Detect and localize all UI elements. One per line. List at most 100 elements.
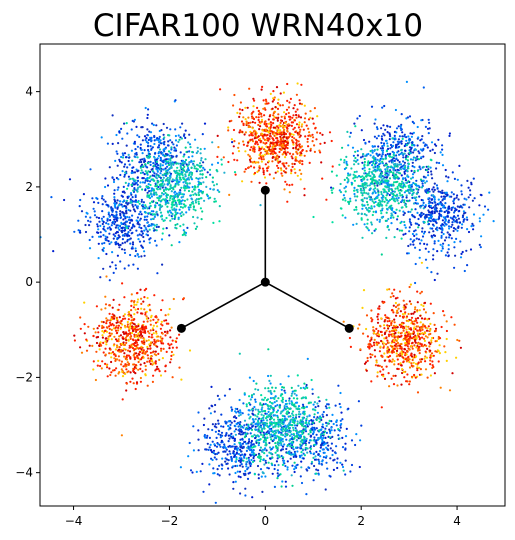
scatter-point	[113, 218, 116, 221]
scatter-point	[432, 230, 435, 233]
scatter-point	[123, 229, 126, 232]
scatter-point	[409, 158, 413, 161]
scatter-point	[388, 184, 391, 187]
scatter-point	[360, 129, 363, 132]
scatter-point	[312, 403, 315, 406]
scatter-point	[232, 145, 235, 148]
scatter-point	[388, 155, 392, 158]
scatter-point	[251, 121, 254, 124]
scatter-point	[308, 441, 311, 444]
scatter-point	[218, 430, 221, 433]
scatter-point	[255, 441, 258, 444]
scatter-point	[146, 215, 149, 218]
scatter-point	[382, 124, 385, 127]
scatter-point	[379, 147, 382, 150]
scatter-point	[170, 206, 173, 209]
scatter-point	[234, 460, 238, 463]
scatter-point	[284, 464, 287, 468]
scatter-point	[402, 233, 405, 236]
scatter-point	[380, 203, 383, 206]
scatter-point	[298, 121, 301, 124]
scatter-point	[447, 205, 451, 208]
scatter-point	[427, 202, 430, 205]
scatter-point	[292, 397, 295, 400]
scatter-point	[281, 463, 284, 466]
scatter-point	[339, 406, 342, 409]
scatter-point	[212, 188, 215, 191]
scatter-point	[391, 166, 394, 169]
scatter-point	[307, 433, 310, 436]
scatter-point	[175, 169, 178, 172]
scatter-point	[325, 398, 328, 401]
scatter-point	[306, 423, 309, 426]
scatter-point	[101, 242, 104, 245]
scatter-point	[426, 189, 429, 192]
scatter-point	[418, 195, 421, 198]
scatter-point	[263, 114, 266, 117]
scatter-point	[130, 149, 133, 152]
scatter-point	[142, 201, 145, 204]
scatter-point	[189, 194, 192, 197]
scatter-point	[345, 427, 348, 430]
scatter-point	[314, 455, 317, 458]
scatter-point	[214, 453, 217, 456]
scatter-point	[349, 173, 352, 176]
scatter-point	[99, 224, 102, 227]
scatter-point	[250, 439, 253, 443]
scatter-point	[249, 125, 252, 128]
scatter-point	[131, 159, 134, 162]
scatter-point	[221, 464, 224, 467]
scatter-point	[214, 501, 217, 504]
scatter-point	[290, 451, 293, 454]
scatter-point	[304, 396, 307, 399]
scatter-point	[91, 197, 94, 200]
scatter-point	[248, 462, 251, 465]
scatter-point	[220, 431, 224, 434]
scatter-point	[454, 216, 457, 219]
scatter-point	[287, 430, 290, 433]
scatter-point	[197, 411, 200, 414]
scatter-point	[160, 158, 163, 161]
scatter-point	[171, 217, 174, 220]
scatter-point	[316, 411, 319, 414]
scatter-point	[136, 179, 140, 182]
scatter-point	[420, 186, 424, 189]
scatter-point	[145, 137, 148, 140]
scatter-point	[117, 326, 120, 329]
scatter-point	[287, 427, 290, 430]
scatter-point	[187, 206, 190, 209]
scatter-point	[152, 189, 156, 192]
scatter-point	[432, 234, 435, 237]
scatter-point	[257, 408, 260, 411]
scatter-point	[347, 172, 350, 175]
scatter-point	[179, 212, 182, 215]
scatter-point	[285, 144, 288, 147]
scatter-point	[276, 409, 280, 412]
scatter-point	[367, 229, 370, 232]
scatter-point	[112, 237, 115, 240]
scatter-point	[125, 234, 129, 237]
scatter-point	[189, 203, 192, 206]
scatter-point	[447, 211, 450, 214]
scatter-point	[259, 402, 262, 405]
scatter-point	[148, 241, 151, 244]
scatter-point	[149, 170, 152, 173]
scatter-point	[250, 180, 253, 183]
scatter-point	[396, 140, 399, 143]
scatter-point	[361, 175, 364, 178]
scatter-point	[180, 171, 183, 174]
scatter-point	[416, 202, 419, 205]
scatter-point	[382, 142, 386, 145]
scatter-point	[319, 446, 322, 449]
scatter-point	[180, 200, 183, 203]
scatter-point	[228, 193, 231, 196]
scatter-point	[272, 137, 275, 141]
scatter-point	[264, 459, 267, 462]
scatter-point	[159, 176, 162, 179]
scatter-point	[216, 134, 219, 137]
scatter-point	[438, 202, 441, 205]
scatter-point	[148, 228, 151, 231]
scatter-point	[199, 207, 202, 210]
scatter-point	[325, 424, 328, 427]
scatter-point	[133, 142, 136, 145]
